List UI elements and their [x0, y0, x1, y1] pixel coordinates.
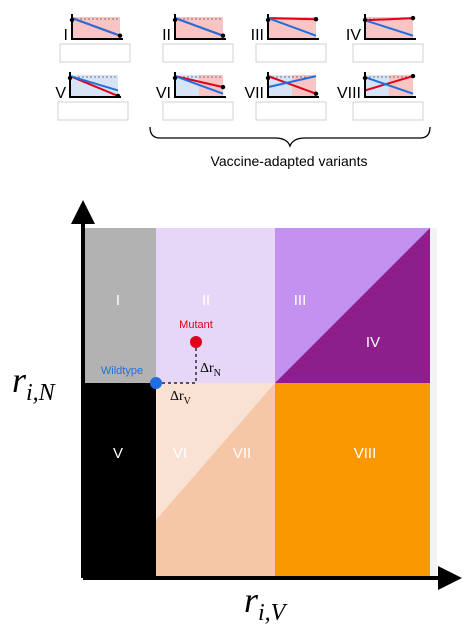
region-label-I: I: [116, 292, 120, 309]
thumbnail-8: VIII: [337, 72, 424, 121]
thumbnail-end-dot: [410, 15, 416, 21]
x-axis-sub: i,V: [258, 600, 288, 626]
region-label-III: III: [294, 292, 307, 309]
main-plot: I II III IV V VI VII VIII ΔrN ΔrV Wildty…: [12, 200, 462, 626]
plot-right-strip: [430, 228, 437, 578]
thumbnail-end-dot: [410, 73, 416, 79]
thumbnail-box: [352, 43, 424, 63]
region-label-IV: IV: [366, 334, 380, 351]
thumbnail-box: [59, 43, 131, 63]
delta-v-symbol: Δr: [170, 389, 184, 404]
region-label-VII: VII: [233, 445, 251, 462]
region-label-V: V: [113, 445, 123, 462]
thumbnail-start-dot: [67, 75, 73, 81]
region-II: [156, 228, 275, 383]
thumbnail-numeral: I: [64, 27, 68, 44]
thumbnail-end-dot: [313, 17, 319, 22]
region-V: [83, 383, 156, 578]
delta-v-sub: V: [184, 396, 192, 407]
thumbnail-axes: [267, 72, 319, 98]
thumbnail-blue-line: [364, 76, 414, 95]
thumbnail-4: IV: [346, 14, 424, 63]
thumbnail-blue-line: [174, 17, 224, 37]
thumbnail-grid: I II III IVV VI VII VIII: [55, 14, 424, 121]
thumbnail-end-dot: [313, 91, 319, 96]
brace-label: Vaccine-adapted variants: [211, 153, 368, 169]
thumbnail-red-line: [267, 75, 317, 95]
thumbnail-start-dot: [362, 17, 368, 23]
thumbnail-box: [57, 101, 129, 121]
region-I: [83, 228, 156, 383]
region-IV: [275, 228, 430, 383]
thumbnail-numeral: VI: [156, 85, 171, 102]
thumbnail-numeral: VII: [244, 85, 264, 102]
region-label-VIII: VIII: [354, 445, 377, 462]
wildtype-label: Wildtype: [101, 365, 143, 377]
thumbnail-end-dot: [220, 84, 226, 90]
thumbnail-fill-left: [268, 75, 292, 97]
thumbnail-axes: [174, 14, 226, 40]
thumbnail-axes: [71, 14, 123, 40]
thumbnail-end-dot: [115, 93, 121, 99]
thumbnail-3: III: [251, 14, 327, 63]
region-label-VI: VI: [173, 445, 187, 462]
region-label-II: II: [202, 292, 210, 309]
thumbnail-2: II: [162, 14, 234, 63]
thumbnail-axes: [364, 14, 416, 40]
thumbnail-red-line: [364, 75, 414, 92]
thumbnail-7: VII: [244, 72, 327, 121]
mutant-label: Mutant: [179, 319, 213, 331]
thumbnail-axes: [69, 72, 121, 98]
thumbnail-red-line: [267, 17, 317, 21]
thumbnail-blue-line: [174, 75, 224, 95]
thumbnail-red-line: [364, 17, 414, 22]
y-axis-base: r: [12, 360, 27, 400]
thumbnail-1: I: [59, 14, 131, 63]
thumbnail-box: [255, 43, 327, 63]
thumbnail-blue-line: [71, 17, 121, 37]
thumbnail-box: [162, 43, 234, 63]
thumbnail-axes: [364, 72, 416, 98]
thumbnail-box: [162, 101, 234, 121]
y-axis-sub: i,N: [26, 380, 57, 406]
thumbnail-6: VI: [156, 72, 234, 121]
thumbnail-start-dot: [172, 17, 178, 23]
vaccine-adapted-brace: [149, 126, 431, 148]
thumbnail-blue-line: [267, 75, 317, 89]
thumbnail-box: [255, 101, 327, 121]
delta-n-sub: N: [214, 368, 221, 379]
thumbnail-blue-line: [69, 75, 119, 92]
thumbnail-axes: [267, 14, 319, 40]
delta-v-label: ΔrV: [170, 389, 192, 407]
thumbnail-start-dot: [362, 75, 368, 81]
thumbnail-start-dot: [265, 75, 271, 81]
thumbnail-end-dot: [117, 33, 123, 38]
delta-n-symbol: Δr: [200, 361, 214, 376]
thumbnail-start-dot: [265, 17, 271, 23]
thumbnail-start-dot: [69, 17, 75, 23]
thumbnail-numeral: III: [251, 27, 264, 44]
thumbnail-blue-line: [364, 19, 414, 37]
thumbnail-numeral: VIII: [337, 85, 361, 102]
delta-n-label: ΔrN: [200, 361, 221, 379]
thumbnail-red-line: [174, 75, 224, 89]
y-axis-label: ri,N: [12, 360, 57, 406]
thumbnail-end-dot: [220, 33, 226, 38]
region-VI: [156, 383, 275, 520]
thumbnail-blue-line: [267, 17, 317, 37]
mutant-point: [190, 336, 202, 348]
thumbnail-5: V: [55, 72, 129, 121]
thumbnail-numeral: II: [162, 27, 171, 44]
x-axis-label: ri,V: [244, 580, 288, 626]
wildtype-point: [150, 377, 162, 389]
x-axis-base: r: [244, 580, 259, 620]
thumbnail-numeral: IV: [346, 27, 361, 44]
thumbnail-numeral: V: [55, 85, 66, 102]
thumbnail-start-dot: [172, 75, 178, 81]
thumbnail-box: [352, 101, 424, 121]
region-VIII: [275, 383, 430, 578]
thumbnail-axes: [174, 72, 226, 98]
